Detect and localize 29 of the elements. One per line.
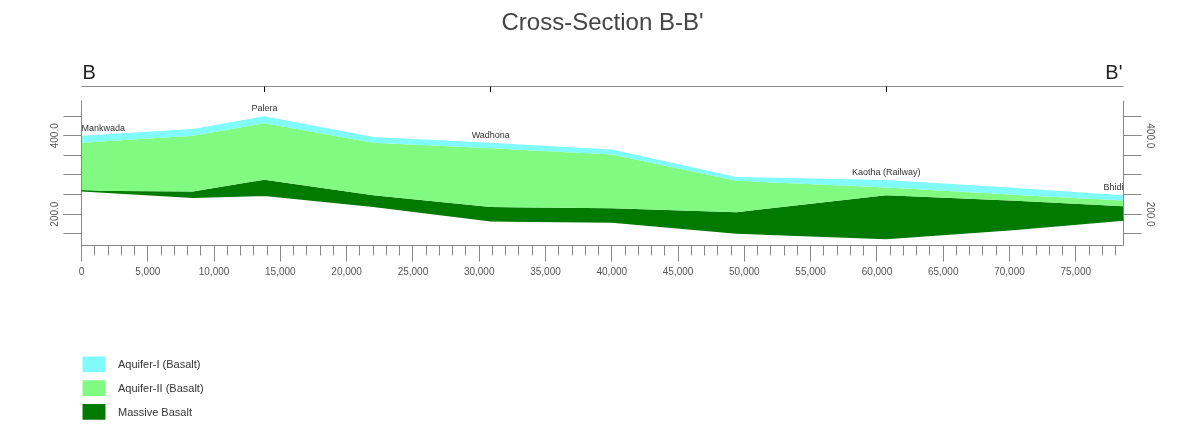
x-tick-label: 35,000 <box>530 265 562 277</box>
annotation: Mankwada <box>81 122 126 133</box>
x-tick-label: 70,000 <box>994 265 1026 277</box>
x-tick-label: 15,000 <box>265 265 297 277</box>
y2-tick-label: 400.0 <box>1144 123 1156 149</box>
annotation: Kaotha (Railway) <box>851 167 921 178</box>
x-tick-label: 20,000 <box>331 265 363 277</box>
annotation: Palera <box>251 103 278 114</box>
annotation: Bhidi <box>1103 182 1124 193</box>
chart-title: Cross-Section B-B' <box>501 7 704 35</box>
x-tick-label: 75,000 <box>1060 265 1092 277</box>
annotation: Wadhona <box>471 129 510 140</box>
x-tick-label: 65,000 <box>927 265 959 277</box>
legend-label: Aquifer-II (Basalt) <box>117 382 204 395</box>
x-tick-label: 10,000 <box>198 265 230 277</box>
y2-tick-label: 200.0 <box>1144 201 1156 228</box>
x-tick-label: 50,000 <box>729 265 761 277</box>
x-tick-label: 40,000 <box>596 265 628 277</box>
x-tick-label: 60,000 <box>861 265 893 277</box>
text: B <box>82 60 96 83</box>
text: B' <box>1105 60 1123 83</box>
x-tick-label: 30,000 <box>463 265 495 277</box>
legend-label: Aquifer-I (Basalt) <box>117 358 201 371</box>
legend-label: Massive Basalt <box>117 405 192 418</box>
x-tick-label: 55,000 <box>795 265 827 277</box>
x-tick-label: 25,000 <box>397 265 429 277</box>
x-tick-label: 45,000 <box>662 265 694 277</box>
x-tick-label: 5,000 <box>135 265 161 277</box>
x-tick-label: 0 <box>78 265 85 277</box>
